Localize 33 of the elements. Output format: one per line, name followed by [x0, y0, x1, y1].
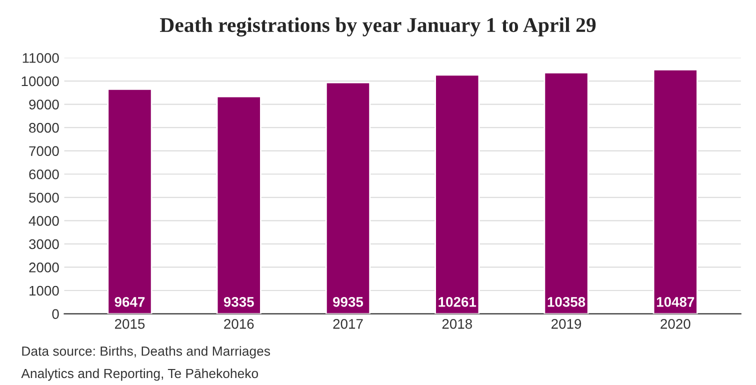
bar	[107, 88, 152, 314]
y-tick-label: 10000	[22, 76, 59, 86]
data-label: 10358	[548, 297, 586, 307]
x-tick-label: 2020	[660, 319, 690, 329]
y-tick-label: 8000	[29, 122, 59, 133]
bar	[216, 96, 262, 314]
bar	[325, 82, 371, 314]
x-tick-label: 2016	[224, 319, 254, 329]
y-tick-label: 1000	[30, 286, 59, 296]
y-tick-label: 4000	[28, 216, 59, 226]
y-tick-label: 11000	[22, 53, 59, 63]
source-note: Data source: Births, Deaths and Marriages	[22, 346, 270, 358]
data-label: 9335	[224, 297, 254, 307]
y-tick-label: 2000	[29, 262, 59, 272]
data-label: 10487	[656, 297, 694, 307]
y-tick-label: 9000	[29, 100, 59, 110]
y-tick-label: 6000	[29, 169, 59, 180]
bar	[544, 72, 589, 314]
y-tick-label: 0	[52, 309, 59, 319]
x-tick-label: 2017	[333, 319, 363, 329]
bar	[652, 68, 698, 314]
data-label: 10261	[438, 297, 476, 307]
y-tick-label: 5000	[29, 192, 59, 203]
data-label: 9935	[333, 297, 364, 307]
x-tick-label: 2015	[114, 319, 145, 329]
bar	[434, 74, 480, 314]
text: Analytics and Reporting, Te Pāhekoheko	[21, 368, 258, 381]
y-tick-label: 7000	[29, 146, 59, 156]
y-tick-label: 3000	[29, 239, 59, 250]
x-tick-label: 2019	[552, 319, 582, 329]
chart-title: Death registrations by year January 1 to April 29	[160, 17, 596, 36]
data-label: 9647	[114, 297, 145, 307]
x-tick-label: 2018	[442, 319, 472, 329]
